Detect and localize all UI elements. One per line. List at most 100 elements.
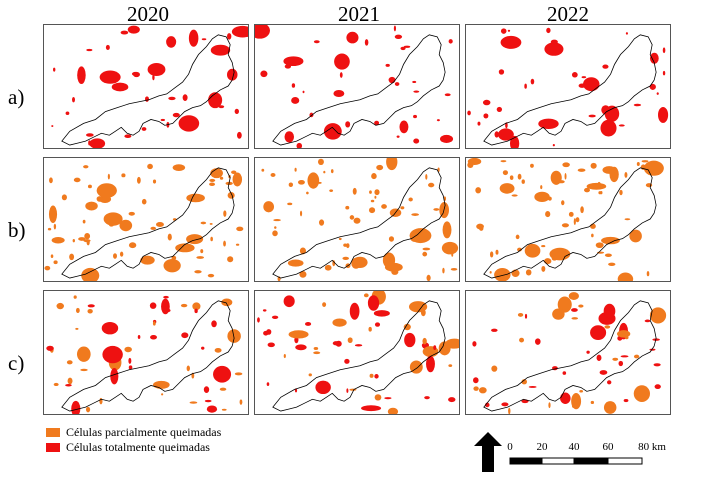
burned-patch [396, 135, 400, 138]
burned-patch [210, 44, 231, 56]
burned-patch [425, 174, 428, 180]
burned-patch [584, 187, 590, 193]
burned-patch [210, 236, 213, 242]
burned-patch [393, 25, 397, 32]
burned-patch [318, 219, 325, 226]
burned-patch [496, 106, 503, 112]
burned-patch [235, 243, 240, 246]
region-outline [483, 300, 657, 412]
burned-patch [236, 226, 244, 232]
burned-patch [221, 408, 227, 411]
burned-patch [101, 321, 119, 335]
burned-patch [206, 405, 218, 413]
burned-patch [307, 172, 320, 189]
burned-patch [374, 374, 379, 379]
burned-patch [649, 307, 667, 324]
burned-patch [324, 264, 332, 271]
burned-patch [441, 241, 459, 255]
burned-patch [284, 131, 295, 143]
burned-patch [121, 173, 126, 178]
burned-patch [342, 256, 349, 260]
burned-patch [433, 345, 437, 350]
burned-patch [140, 255, 155, 265]
burned-patch [422, 247, 431, 251]
burned-patch [571, 72, 578, 78]
burned-patch [388, 236, 395, 242]
burned-patch [103, 212, 123, 226]
burned-patch [266, 382, 270, 386]
burned-patch [586, 350, 590, 354]
burned-patch [583, 77, 600, 92]
year-heading-2020: 2020 [127, 2, 169, 26]
burned-patch [644, 319, 651, 323]
burned-patch [85, 133, 94, 137]
burned-patch [479, 226, 484, 231]
burned-patch [128, 211, 135, 216]
burned-patch [49, 177, 53, 184]
burned-patch [374, 394, 382, 401]
burned-patch [346, 388, 349, 393]
burned-patch [345, 205, 350, 210]
burned-patch [171, 255, 177, 260]
burned-patch [540, 185, 543, 190]
burned-patch [80, 368, 88, 372]
burned-patch [48, 205, 58, 224]
burned-patch [127, 25, 140, 34]
burned-patch [517, 247, 522, 252]
burned-patch [313, 40, 320, 44]
burned-patch [451, 251, 454, 257]
burned-patch [294, 167, 297, 172]
burned-patch [128, 357, 132, 364]
burned-patch [214, 347, 222, 353]
burned-patch [477, 121, 481, 126]
burned-patch [444, 93, 451, 97]
burned-patch [186, 365, 190, 372]
burned-patch [519, 337, 525, 343]
burned-patch [71, 400, 81, 414]
burned-patch [133, 71, 140, 78]
burned-patch [524, 83, 527, 89]
burned-patch [261, 168, 265, 172]
burned-patch [586, 182, 607, 190]
burned-patch [394, 34, 403, 39]
burned-patch [562, 162, 570, 168]
burned-patch [400, 46, 406, 51]
burned-patch [385, 63, 390, 67]
burned-patch [237, 131, 242, 139]
burned-patch [291, 83, 296, 88]
burned-patch [394, 82, 400, 87]
burned-patch [629, 229, 642, 243]
burned-patch [384, 397, 392, 400]
burned-patch [231, 170, 237, 175]
burned-patch [373, 310, 390, 317]
burned-patch [517, 312, 524, 317]
burned-patch [620, 355, 629, 358]
region-outline [61, 34, 235, 146]
burned-patch [653, 363, 661, 367]
burned-patch [352, 256, 368, 269]
burned-patch [617, 272, 634, 281]
burned-patch [494, 268, 511, 281]
burned-patch [72, 238, 75, 243]
burned-patch [153, 380, 170, 389]
burned-patch [189, 401, 198, 404]
burned-patch [283, 56, 304, 67]
burned-patch [152, 74, 155, 81]
burned-patch [511, 194, 518, 197]
burned-patch [99, 397, 103, 405]
burned-patch [545, 211, 551, 218]
burned-patch [161, 298, 170, 315]
burned-patch [147, 163, 153, 170]
burned-patch [604, 325, 611, 329]
burned-patch [411, 213, 419, 216]
burned-patch [69, 253, 75, 261]
burned-patch [412, 80, 417, 84]
burned-patch [422, 251, 428, 257]
burned-patch [608, 262, 616, 266]
burned-patch [322, 302, 327, 307]
burned-patch [524, 243, 541, 258]
burned-patch [124, 134, 132, 139]
burned-patch [549, 247, 571, 261]
burned-patch [501, 402, 509, 407]
burned-patch [578, 83, 586, 88]
